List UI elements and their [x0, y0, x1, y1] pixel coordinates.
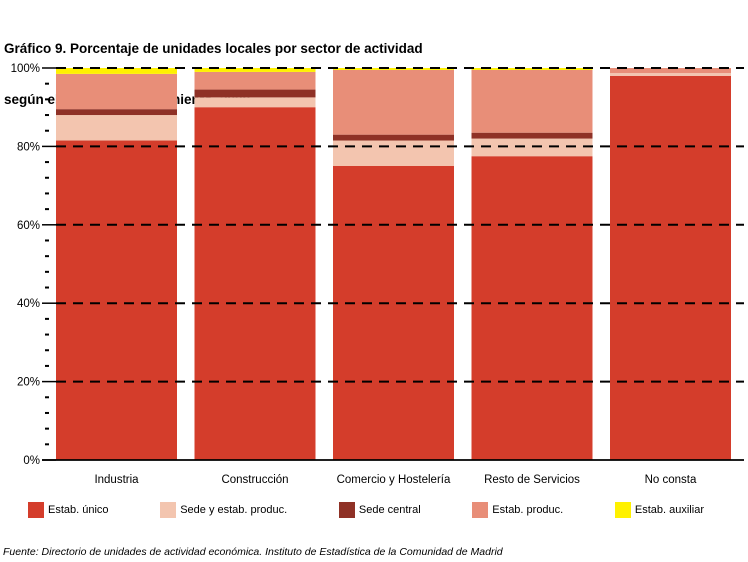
bar-segment-3 [194, 89, 316, 98]
y-axis-tick-label: 20% [17, 377, 40, 389]
bar-segment-2 [194, 97, 316, 108]
bar-segment-3 [56, 109, 177, 116]
y-axis-tick-label: 60% [17, 220, 40, 232]
bar-segment-1 [56, 140, 177, 460]
chart-title-line1: Gráfico 9. Porcentaje de unidades locale… [4, 41, 423, 56]
legend-label: Estab. produc. [492, 504, 564, 516]
legend-label: Sede central [358, 504, 421, 516]
bar-segment-5 [333, 68, 454, 70]
category-label: Comercio y Hostelería [337, 474, 451, 486]
bar-segment-1 [471, 156, 593, 460]
legend-swatch [338, 502, 355, 518]
source-note: Fuente: Directorio de unidades de activi… [3, 546, 503, 558]
legend-label: Estab. único [48, 504, 109, 516]
bar-segment-3 [333, 134, 454, 141]
legend-item-2: Sede y estab. produc. [160, 502, 287, 518]
bar-segment-2 [56, 115, 177, 141]
y-axis-tick-label: 80% [17, 141, 40, 153]
y-axis-tick-label: 100% [11, 63, 40, 75]
category-label: Industria [94, 474, 139, 486]
legend-item-5: Estab. auxiliar [614, 502, 704, 518]
legend-swatch [160, 502, 177, 518]
legend-swatch [472, 502, 489, 518]
legend-swatch [614, 502, 631, 518]
legend-item-3: Sede central [338, 502, 421, 518]
bar-segment-4 [333, 69, 454, 135]
bar-segment-1 [333, 166, 454, 460]
bar-segment-4 [471, 69, 593, 133]
category-label: Resto de Servicios [484, 474, 580, 486]
bar-segment-4 [56, 73, 177, 110]
y-axis-tick-label: 40% [17, 298, 40, 310]
chart-legend: Estab. único Sede y estab. produc. Sede ce… [0, 496, 748, 524]
legend-label: Sede y estab. produc. [180, 504, 288, 516]
y-axis-tick-label: 0% [23, 455, 40, 467]
bar-segment-1 [610, 75, 731, 460]
stacked-bar-chart: 0% 20% 40% 60% 80% 100% Industria Construcción C… [11, 63, 744, 486]
legend-item-4: Estab. produc. [472, 502, 563, 518]
legend-label: Estab. auxiliar [634, 504, 704, 516]
legend-swatch [28, 502, 44, 518]
bar-segment-2 [333, 140, 454, 166]
bar-segment-1 [194, 107, 316, 460]
category-label: No consta [645, 474, 697, 486]
bar-segment-4 [194, 71, 316, 90]
bar-segment-5 [56, 68, 177, 74]
bar-segment-4 [610, 68, 731, 74]
bar-segment-3 [471, 132, 593, 139]
legend-item-1: Estab. único [28, 502, 109, 518]
category-label: Construcción [221, 474, 288, 486]
bar-segment-2 [610, 73, 731, 76]
bar-segment-5 [194, 68, 316, 72]
